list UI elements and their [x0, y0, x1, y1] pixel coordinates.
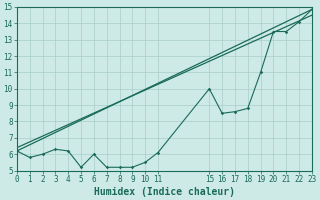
X-axis label: Humidex (Indice chaleur): Humidex (Indice chaleur) [94, 186, 235, 197]
